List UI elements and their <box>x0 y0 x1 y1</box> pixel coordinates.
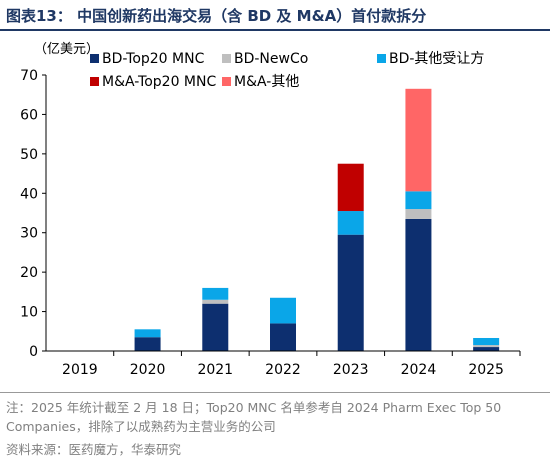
y-tick-label: 30 <box>20 226 38 242</box>
bar-segment <box>337 163 364 212</box>
bar-segment <box>473 347 500 351</box>
x-tick-label: 2025 <box>468 362 504 378</box>
y-tick-label: 50 <box>20 147 38 163</box>
legend-swatch <box>90 54 99 63</box>
x-tick-label: 2021 <box>197 362 233 378</box>
y-tick-label: 40 <box>20 186 38 202</box>
bar-segment <box>473 345 500 348</box>
bar-segment <box>337 234 364 351</box>
footer-divider <box>0 392 550 393</box>
legend-swatch <box>222 77 231 86</box>
y-tick-label: 70 <box>20 68 38 84</box>
bar-segment <box>202 287 229 300</box>
unit-label: （亿美元） <box>34 42 100 57</box>
x-tick-label: 2024 <box>401 362 437 378</box>
legend-swatch <box>90 77 99 86</box>
chart-source: 资料来源：医药魔方，华泰研究 <box>6 442 182 457</box>
y-tick-label: 0 <box>29 344 38 360</box>
chart-title: 图表13： 中国创新药出海交易（含 BD 及 M&A）首付款拆分 <box>6 7 427 25</box>
x-tick-label: 2022 <box>265 362 301 378</box>
legend-label: BD-其他受让方 <box>389 51 484 67</box>
stacked-bar-chart: 0 10 20 30 40 50 60 70 2019 2020 2021 2022 2023 2024 2… <box>20 51 521 378</box>
title-divider <box>0 29 550 31</box>
x-tick-label: 2023 <box>333 362 369 378</box>
bar-segment <box>405 191 432 210</box>
bar-segment <box>202 303 229 351</box>
x-tick-label: 2019 <box>62 362 98 378</box>
bar-segment <box>337 211 364 235</box>
y-tick-label: 20 <box>20 265 38 281</box>
y-tick-label: 10 <box>20 305 38 321</box>
legend-label: M&A-Top20 MNC <box>102 74 216 90</box>
bar-segment <box>202 299 229 304</box>
bar-segment <box>134 329 161 338</box>
bar-segment <box>405 88 432 192</box>
bar-segment <box>270 297 296 324</box>
y-tick-label: 60 <box>20 107 38 123</box>
legend-swatch <box>222 54 231 63</box>
bar-segment <box>473 337 500 346</box>
legend-label: M&A-其他 <box>234 74 299 90</box>
chart-note: 注：2025 年统计截至 2 月 18 日；Top20 MNC 名单参考自 20… <box>6 400 502 434</box>
bar-segment <box>134 337 161 351</box>
legend-label: BD-NewCo <box>234 51 308 67</box>
x-tick-label: 2020 <box>130 362 166 378</box>
bar-segment <box>405 209 432 219</box>
legend-swatch <box>377 54 386 63</box>
legend-label: BD-Top20 MNC <box>102 51 205 67</box>
bar-segment <box>405 218 432 351</box>
bar-segment <box>270 323 296 351</box>
